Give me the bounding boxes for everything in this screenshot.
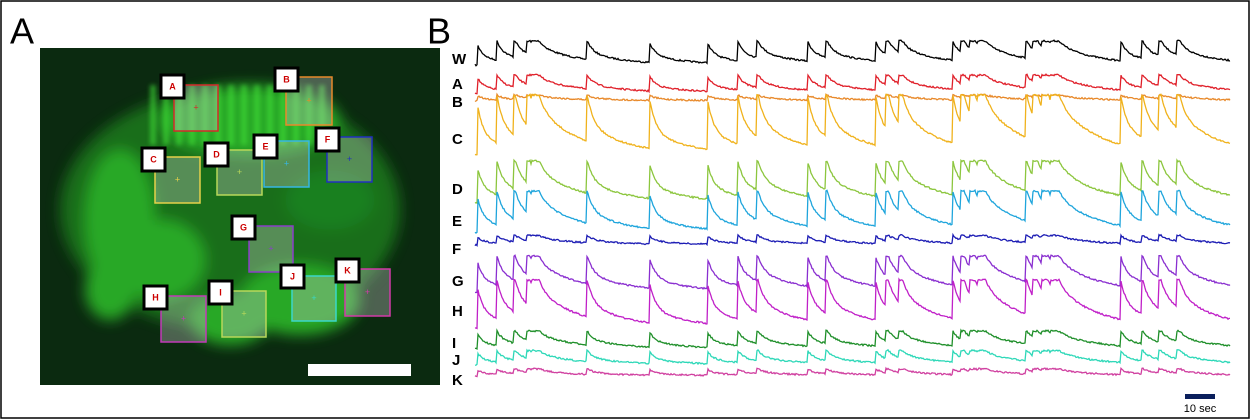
roi-label: G — [240, 222, 247, 232]
roi-center: + — [237, 167, 242, 177]
tissue-stripe — [319, 85, 325, 145]
time-scale-bar — [1185, 394, 1215, 399]
roi-label: C — [150, 154, 157, 164]
tissue-stripe — [280, 85, 286, 145]
trace — [474, 39, 1231, 67]
trace-label: H — [452, 303, 463, 320]
tissue-stripe — [189, 85, 195, 145]
trace-label: D — [452, 181, 463, 198]
roi-label: E — [262, 141, 268, 151]
trace — [474, 348, 1231, 366]
roi-tag — [159, 73, 186, 100]
trace-label: F — [452, 241, 461, 258]
trace — [474, 328, 1231, 351]
scale-bar — [308, 364, 411, 376]
micrograph — [40, 48, 440, 385]
roi-label: K — [344, 265, 351, 275]
trace — [474, 188, 1231, 234]
tissue-stripe — [254, 85, 260, 145]
tissue-stripe — [241, 85, 247, 145]
roi-tag — [142, 284, 169, 311]
roi-center: + — [347, 154, 352, 164]
roi-tag — [273, 66, 300, 93]
roi-label: H — [152, 292, 159, 302]
panel-label: A — [10, 11, 34, 52]
roi-tag — [207, 279, 234, 306]
roi-center: + — [365, 287, 370, 297]
roi-label: A — [169, 81, 176, 91]
roi-box — [326, 136, 373, 183]
trace-label: I — [452, 335, 456, 352]
trace — [474, 232, 1231, 247]
roi-center: + — [268, 243, 273, 253]
roi-label: D — [213, 149, 220, 159]
trace-label: G — [452, 273, 464, 290]
roi-center: + — [311, 293, 316, 303]
trace-label: E — [452, 213, 462, 230]
roi-tag — [230, 214, 257, 241]
tissue-stripe — [163, 85, 169, 145]
roi-center: + — [306, 95, 311, 105]
roi-center: + — [284, 158, 289, 168]
roi-center: + — [181, 313, 186, 323]
tissue-stripe — [202, 85, 208, 145]
trace — [474, 277, 1230, 330]
roi-center: + — [241, 308, 246, 318]
roi-label: J — [290, 271, 295, 281]
tissue-stripe — [176, 85, 182, 145]
tissue-stripe — [228, 85, 234, 145]
roi-label: F — [325, 134, 331, 144]
trace-label: J — [452, 352, 460, 369]
tissue-stripe — [267, 85, 273, 145]
roi-center: + — [175, 174, 180, 184]
trace-label: K — [452, 372, 463, 389]
tissue-stripe — [293, 85, 299, 145]
roi-tag — [252, 133, 279, 160]
trace — [474, 93, 1231, 156]
roi-tag — [334, 257, 361, 284]
trace-label: W — [452, 51, 467, 68]
trace — [474, 92, 1231, 103]
trace-label: A — [452, 76, 463, 93]
roi-tag — [140, 146, 167, 173]
roi-tag — [279, 263, 306, 290]
roi-center: + — [193, 102, 198, 112]
trace — [474, 366, 1231, 378]
trace — [474, 72, 1231, 95]
trace — [474, 158, 1231, 205]
tissue-stripe — [150, 85, 156, 145]
panel-label: B — [427, 11, 451, 52]
trace-label: B — [452, 94, 463, 111]
tissue-stripe — [306, 85, 312, 145]
roi-label: I — [219, 287, 222, 297]
trace-label: C — [452, 131, 463, 148]
time-scale-label: 10 sec — [1184, 403, 1217, 415]
roi-label: B — [283, 74, 290, 84]
trace — [474, 253, 1231, 294]
roi-tag — [203, 141, 230, 168]
roi-tag — [314, 126, 341, 153]
